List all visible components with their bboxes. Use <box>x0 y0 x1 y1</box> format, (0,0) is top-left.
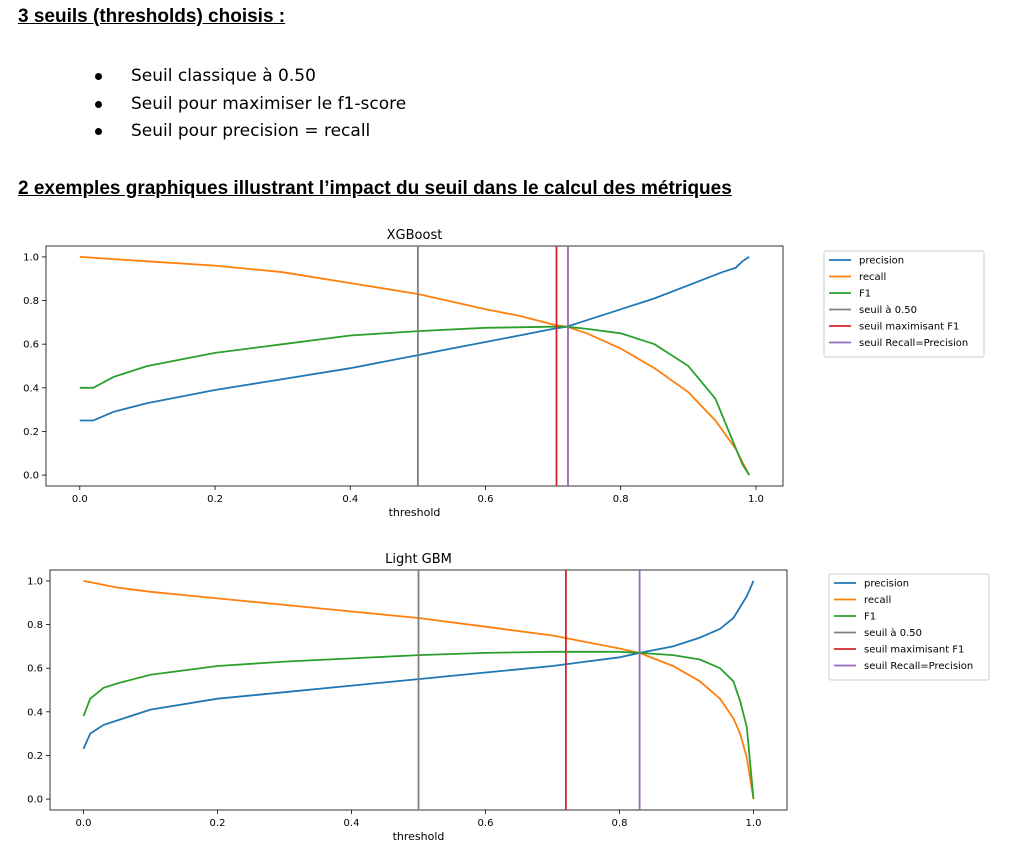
series-line-recall <box>83 580 755 800</box>
series-line-recall <box>79 256 751 476</box>
chart-title: Light GBM <box>385 552 452 567</box>
series-line-precision <box>79 256 750 422</box>
legend-label: seuil maximisant F1 <box>859 322 959 333</box>
series-line-precision <box>82 580 755 750</box>
legend-label: precision <box>859 256 904 267</box>
y-tick-label: 0.4 <box>23 383 39 394</box>
y-tick-label: 0.0 <box>27 795 43 806</box>
bullet-dot-icon <box>95 100 102 108</box>
y-tick-label: 0.8 <box>23 296 39 307</box>
bullet-dot-icon <box>95 73 102 80</box>
x-tick-label: 0.4 <box>344 818 360 829</box>
legend-label: F1 <box>864 612 876 623</box>
y-tick-label: 1.0 <box>27 576 43 587</box>
x-axis-label: threshold <box>389 506 441 519</box>
list-item: Seuil pour maximiser le f1-score <box>88 91 406 119</box>
legend-label: precision <box>864 579 909 590</box>
y-tick-label: 0.2 <box>27 751 43 762</box>
legend-label: seuil Recall=Precision <box>859 338 968 349</box>
x-tick-label: 1.0 <box>748 494 764 505</box>
x-tick-label: 0.6 <box>478 818 494 829</box>
chart-title: XGBoost <box>387 228 443 243</box>
x-tick-label: 0.2 <box>207 494 223 505</box>
chart-lightgbm: Light GBM 0.0 0.2 0.4 0.6 0.8 1.0 0.0 0.2 0.4 0.6 0… <box>27 552 990 843</box>
legend-label: seuil à 0.50 <box>864 627 922 639</box>
y-tick-label: 0.6 <box>23 340 39 351</box>
x-tick-label: 0.2 <box>210 818 226 829</box>
y-tick-label: 1.0 <box>23 252 39 263</box>
legend: precision recall F1 seuil à 0.50 seuil maxim… <box>828 573 990 681</box>
y-tick-label: 0.6 <box>27 664 43 675</box>
x-tick-label: 0.8 <box>613 494 629 505</box>
legend-label: seuil Recall=Precision <box>864 661 973 672</box>
x-tick-label: 0.4 <box>342 494 358 505</box>
list-item-label: Seuil classique à 0.50 <box>131 66 316 86</box>
section-heading-thresholds: 3 seuils (thresholds) choisis : <box>18 6 286 27</box>
list-item-label: Seuil pour precision = recall <box>131 121 371 141</box>
plot-frame <box>45 245 784 487</box>
list-item: Seuil classique à 0.50 <box>88 63 406 91</box>
chart-xgboost: XGBoost 0.0 0.2 0.4 0.6 0.8 1.0 0.0 0.2 0.4 0.6 0.8… <box>23 228 985 519</box>
section-heading-examples: 2 exemples graphiques illustrant l’impac… <box>18 178 732 199</box>
legend-label: seuil maximisant F1 <box>864 645 964 656</box>
legend-label: F1 <box>859 289 871 300</box>
x-tick-label: 0.0 <box>72 494 88 505</box>
threshold-list: Seuil classique à 0.50 Seuil pour maximi… <box>88 63 406 146</box>
legend-label: seuil à 0.50 <box>859 304 917 316</box>
legend-label: recall <box>859 272 886 283</box>
y-tick-label: 0.4 <box>27 707 43 718</box>
bullet-dot-icon <box>95 128 102 135</box>
legend: precision recall F1 seuil à 0.50 seuil maxim… <box>823 250 985 358</box>
list-item: Seuil pour precision = recall <box>88 118 406 146</box>
y-tick-label: 0.2 <box>23 427 39 438</box>
y-tick-label: 0.8 <box>27 620 43 631</box>
list-item-label: Seuil pour maximiser le f1-score <box>131 93 407 114</box>
x-tick-label: 1.0 <box>746 818 762 829</box>
y-tick-label: 0.0 <box>23 471 39 482</box>
legend-box <box>828 573 990 681</box>
x-tick-label: 0.6 <box>478 494 494 505</box>
legend-box <box>823 250 985 358</box>
legend-label: recall <box>864 595 891 606</box>
x-tick-label: 0.0 <box>76 818 92 829</box>
series-line-f1 <box>82 650 755 800</box>
x-axis-label: threshold <box>393 830 445 843</box>
series-line-f1 <box>79 325 750 476</box>
x-tick-label: 0.8 <box>612 818 628 829</box>
